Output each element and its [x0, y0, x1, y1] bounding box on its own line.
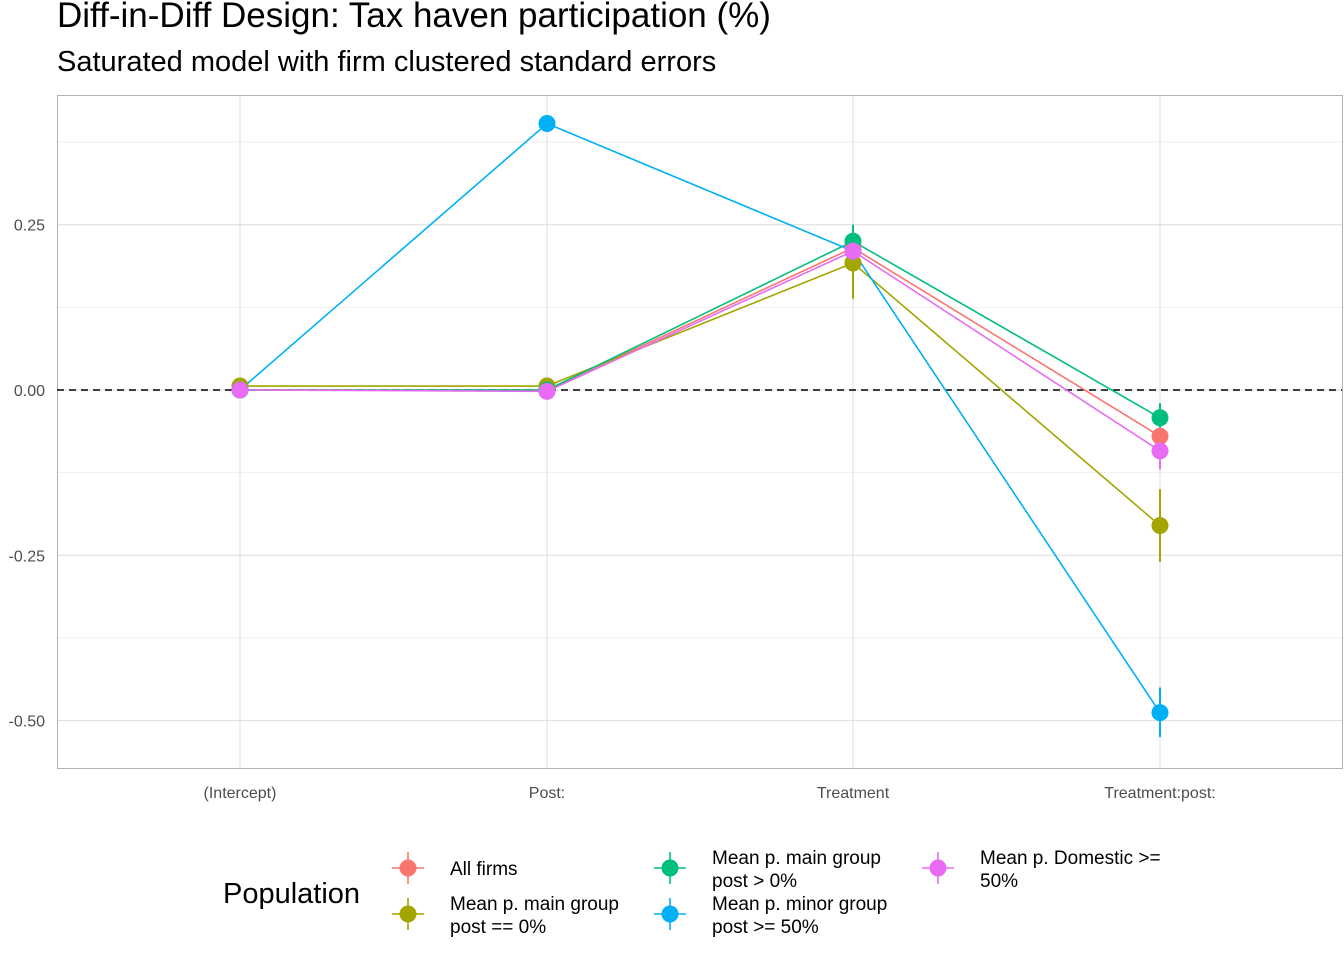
- chart-title: Diff-in-Diff Design: Tax haven participa…: [57, 0, 771, 35]
- y-tick-label: -0.50: [9, 714, 46, 731]
- legend-key: [654, 852, 686, 884]
- legend-key-point: [399, 859, 417, 877]
- legend-key: [654, 898, 686, 930]
- x-tick-label: (Intercept): [204, 785, 277, 802]
- legend-title: Population: [223, 878, 360, 910]
- plot-panel-border: [57, 95, 1343, 769]
- y-tick-label: 0.25: [14, 218, 45, 235]
- y-tick-label: -0.25: [9, 548, 46, 565]
- data-point: [844, 254, 862, 272]
- data-point: [1151, 704, 1169, 722]
- legend-key-point: [929, 859, 947, 877]
- data-point: [231, 381, 249, 399]
- x-axis-ticks: (Intercept) Post: Treatment Treatment:post:: [204, 785, 1216, 802]
- legend-label: Mean p. main group post == 0%: [450, 894, 619, 938]
- x-tick-label: Post:: [529, 785, 565, 802]
- data-point: [1151, 427, 1169, 445]
- legend-key: [392, 898, 424, 930]
- x-tick-label: Treatment:post:: [1104, 785, 1215, 802]
- data-point: [1151, 442, 1169, 460]
- data-point: [844, 242, 862, 260]
- legend-key-point: [661, 859, 679, 877]
- series-line: [239, 122, 1161, 714]
- legend-key-point: [661, 905, 679, 923]
- series-line: [240, 262, 1161, 527]
- y-axis-ticks: -0.50 -0.25 0.00 0.25: [9, 218, 46, 731]
- legend-key: [392, 852, 424, 884]
- legend: Population All firms Mean p. main group po…: [223, 848, 1161, 938]
- series-points: [231, 115, 1169, 722]
- legend-label: All firms: [450, 859, 518, 880]
- legend-label: Mean p. minor group post >= 50%: [712, 894, 887, 938]
- legend-key-point: [399, 905, 417, 923]
- y-tick-label: 0.00: [14, 383, 45, 400]
- series-line: [239, 250, 1161, 452]
- major-gridlines: [57, 95, 1342, 768]
- data-point: [1151, 517, 1169, 535]
- data-point: [538, 382, 556, 400]
- legend-label: Mean p. Domestic >= 50%: [980, 848, 1161, 892]
- legend-key: [922, 852, 954, 884]
- chart-subtitle: Saturated model with firm clustered stan…: [57, 46, 717, 78]
- x-tick-label: Treatment: [817, 785, 890, 802]
- series-errorbars: [239, 120, 1161, 738]
- minor-gridlines: [57, 141, 1342, 639]
- data-point: [1151, 409, 1169, 427]
- data-point: [538, 115, 556, 133]
- legend-label: Mean p. main group post > 0%: [712, 848, 881, 892]
- series-lines: [239, 122, 1161, 714]
